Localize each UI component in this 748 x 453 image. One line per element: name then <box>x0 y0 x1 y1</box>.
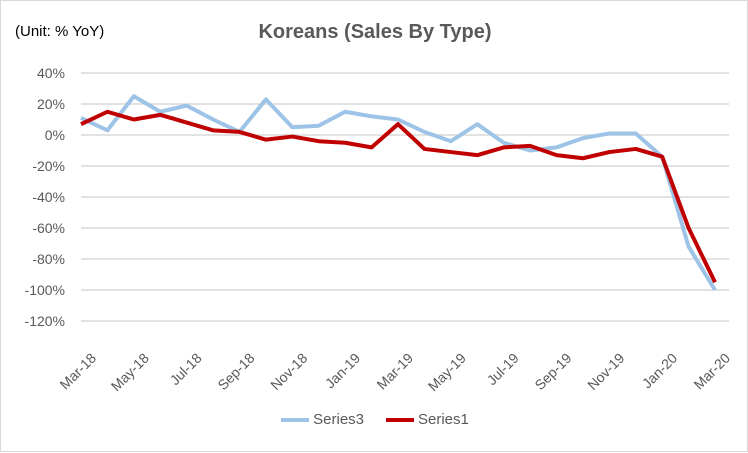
legend-item-series1: Series1 <box>386 411 469 428</box>
y-tick-label: -120% <box>25 313 65 329</box>
y-tick-label: -40% <box>32 189 65 205</box>
legend-swatch <box>386 418 414 422</box>
x-tick-label: May-18 <box>108 350 152 394</box>
x-tick-label: Mar-20 <box>690 350 733 393</box>
x-tick-label: Jan-20 <box>639 350 681 392</box>
legend-label: Series3 <box>313 411 364 428</box>
legend-swatch <box>281 418 309 422</box>
y-tick-label: -20% <box>32 158 65 174</box>
x-tick-label: Jan-19 <box>322 350 364 392</box>
legend-label: Series1 <box>418 411 469 428</box>
y-tick-label: -60% <box>32 220 65 236</box>
y-tick-label: -80% <box>32 251 65 267</box>
x-tick-label: Sep-19 <box>531 350 574 393</box>
x-tick-label: May-19 <box>425 350 469 394</box>
x-tick-label: Jul-19 <box>484 350 522 388</box>
y-tick-label: 20% <box>37 96 65 112</box>
y-tick-label: 0% <box>45 127 65 143</box>
legend: Series3 Series1 <box>1 411 748 428</box>
x-tick-label: Jul-18 <box>167 350 205 388</box>
x-tick-label: Mar-18 <box>56 350 99 393</box>
y-tick-label: 40% <box>37 65 65 81</box>
y-tick-label: -100% <box>25 282 65 298</box>
x-tick-label: Mar-19 <box>373 350 416 393</box>
x-tick-label: Sep-18 <box>214 350 257 393</box>
x-tick-label: Nov-19 <box>584 350 627 393</box>
x-tick-label: Nov-18 <box>267 350 310 393</box>
legend-item-series3: Series3 <box>281 411 364 428</box>
